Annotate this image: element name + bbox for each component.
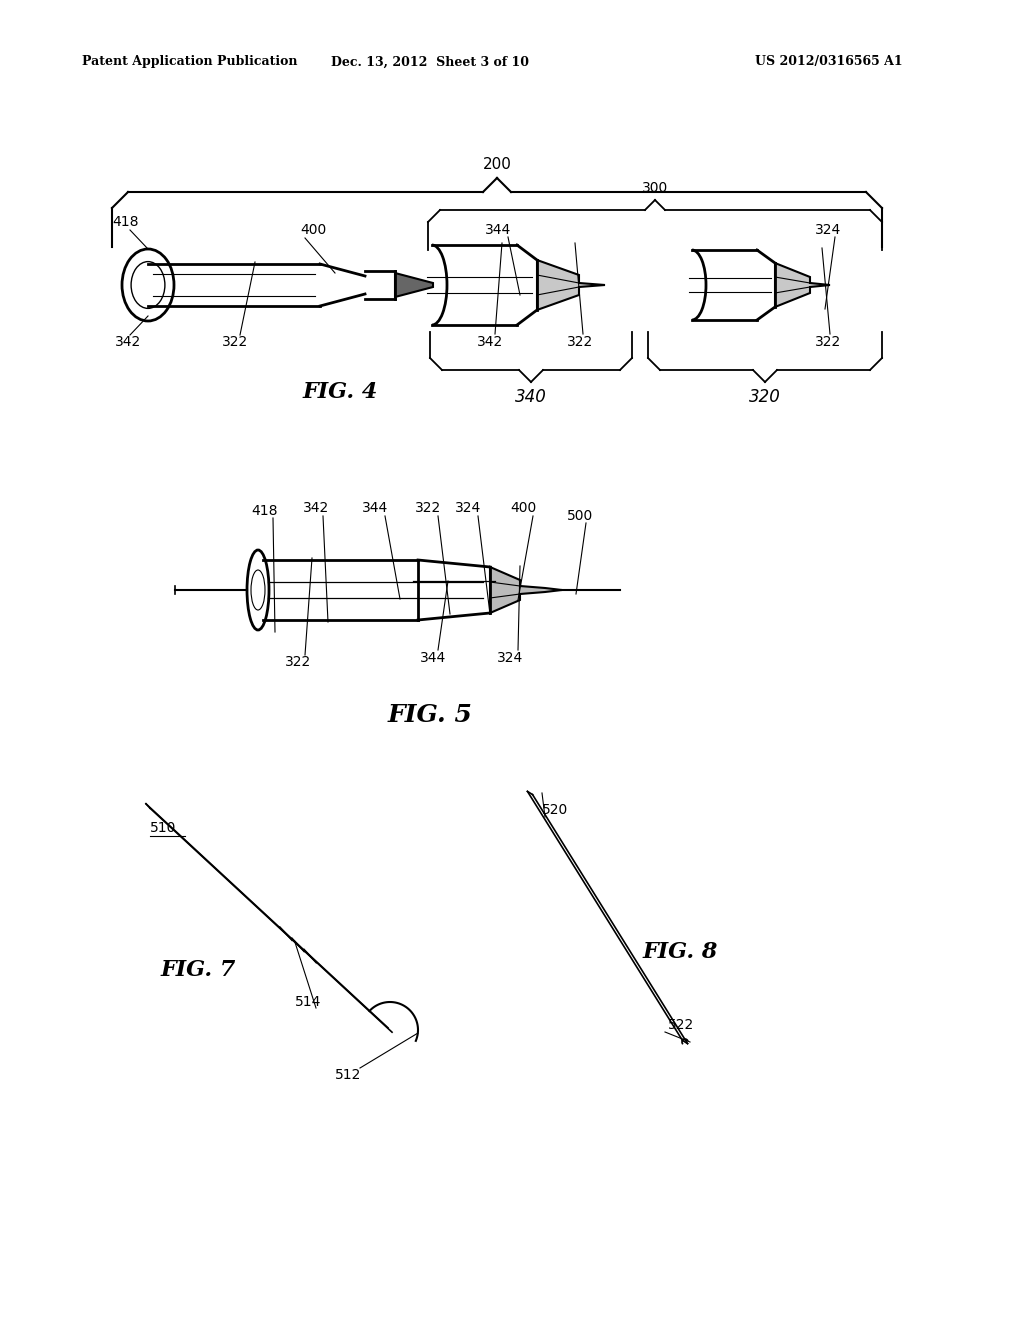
Text: 324: 324 (455, 502, 481, 515)
Text: 322: 322 (415, 502, 441, 515)
Text: 400: 400 (510, 502, 537, 515)
Text: 322: 322 (222, 335, 248, 348)
Text: 400: 400 (300, 223, 327, 238)
Text: FIG. 4: FIG. 4 (302, 381, 378, 403)
Text: 500: 500 (566, 510, 593, 523)
Text: 324: 324 (497, 651, 523, 665)
Text: 522: 522 (668, 1018, 694, 1032)
Text: FIG. 8: FIG. 8 (642, 941, 718, 964)
Text: 344: 344 (485, 223, 511, 238)
Text: FIG. 5: FIG. 5 (387, 704, 472, 727)
Text: 418: 418 (112, 215, 138, 228)
Text: 200: 200 (482, 157, 511, 172)
Polygon shape (537, 260, 605, 310)
Text: FIG. 7: FIG. 7 (161, 960, 236, 981)
Polygon shape (490, 568, 562, 612)
Text: 514: 514 (295, 995, 322, 1008)
Text: 342: 342 (115, 335, 141, 348)
Text: 344: 344 (361, 502, 388, 515)
Polygon shape (775, 263, 830, 308)
Text: 322: 322 (285, 655, 311, 669)
Text: 324: 324 (815, 223, 841, 238)
Text: Patent Application Publication: Patent Application Publication (82, 55, 298, 69)
Text: 512: 512 (335, 1068, 361, 1082)
Text: 342: 342 (477, 335, 503, 348)
Polygon shape (395, 273, 433, 297)
Text: 520: 520 (542, 803, 568, 817)
Text: Dec. 13, 2012  Sheet 3 of 10: Dec. 13, 2012 Sheet 3 of 10 (331, 55, 529, 69)
Text: 342: 342 (303, 502, 329, 515)
Text: 322: 322 (815, 335, 841, 348)
Text: 510: 510 (150, 821, 176, 836)
Text: 340: 340 (515, 388, 547, 407)
Text: 418: 418 (252, 504, 279, 517)
Text: 320: 320 (750, 388, 781, 407)
Text: US 2012/0316565 A1: US 2012/0316565 A1 (755, 55, 902, 69)
Text: 322: 322 (567, 335, 593, 348)
Text: 300: 300 (642, 181, 668, 195)
Text: 344: 344 (420, 651, 446, 665)
